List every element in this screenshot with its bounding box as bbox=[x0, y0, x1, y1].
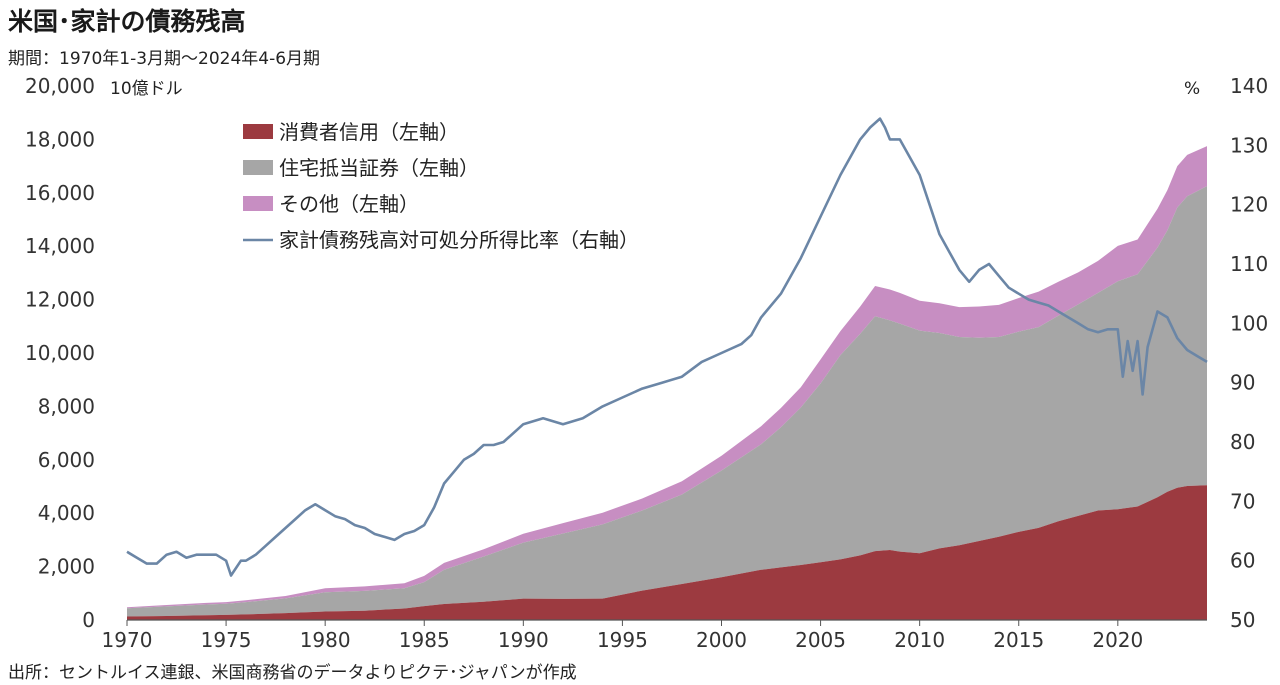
consumer-area bbox=[127, 485, 1207, 620]
x-tick-label: 1990 bbox=[498, 628, 549, 652]
y-right-tick-label: 120 bbox=[1230, 193, 1268, 217]
consumer-legend-swatch bbox=[243, 124, 273, 139]
chart-title: 米国･家計の債務残高 bbox=[8, 7, 246, 36]
x-tick-label: 1995 bbox=[597, 628, 648, 652]
mortgage-legend-swatch bbox=[243, 160, 273, 175]
y-right-tick-label: 90 bbox=[1230, 371, 1255, 395]
y-left-tick-label: 0 bbox=[82, 608, 95, 632]
other-legend-label: その他（左軸） bbox=[279, 192, 419, 216]
x-tick-label: 2020 bbox=[1092, 628, 1143, 652]
y-right-tick-label: 110 bbox=[1230, 252, 1268, 276]
consumer-legend-label: 消費者信用（左軸） bbox=[279, 120, 459, 144]
x-tick-label: 1985 bbox=[399, 628, 450, 652]
y-left-tick-label: 20,000 bbox=[25, 74, 95, 98]
legend: 消費者信用（左軸） 住宅抵当証券（左軸） その他（左軸） 家計債務残高対可処分所得比率… bbox=[243, 120, 639, 252]
x-tick-label: 2015 bbox=[993, 628, 1044, 652]
y-right-tick-label: 140 bbox=[1230, 74, 1268, 98]
left-axis-unit: 10億ドル bbox=[110, 79, 183, 99]
ratio-layer bbox=[126, 117, 1208, 577]
y-left-tick-label: 16,000 bbox=[25, 181, 95, 205]
y-right-tick-label: 50 bbox=[1230, 608, 1255, 632]
y-right-tick-label: 70 bbox=[1230, 489, 1255, 513]
x-tick-label: 2000 bbox=[696, 628, 747, 652]
y-right-tick-label: 100 bbox=[1230, 311, 1268, 335]
ratio-line bbox=[126, 117, 1208, 577]
x-tick-label: 1970 bbox=[102, 628, 153, 652]
y-left-tick-label: 14,000 bbox=[25, 234, 95, 258]
chart-period: 期間：1970年1-3月期～2024年4-6月期 bbox=[8, 49, 321, 69]
axes: 0 2,000 4,000 6,000 8,000 10,000 12,000 14,000 1… bbox=[25, 74, 1268, 652]
y-left-tick-label: 18,000 bbox=[25, 127, 95, 151]
y-left-tick-label: 2,000 bbox=[38, 555, 95, 579]
mortgage-area bbox=[127, 186, 1207, 617]
x-tick-label: 2005 bbox=[795, 628, 846, 652]
area-layers bbox=[127, 146, 1207, 620]
other-legend-swatch bbox=[243, 196, 273, 211]
y-right-tick-label: 80 bbox=[1230, 430, 1255, 454]
y-left-tick-label: 4,000 bbox=[38, 501, 95, 525]
x-tick-label: 1980 bbox=[300, 628, 351, 652]
ratio-legend-label: 家計債務残高対可処分所得比率（右軸） bbox=[279, 228, 639, 252]
x-tick-label: 2010 bbox=[894, 628, 945, 652]
mortgage-legend-label: 住宅抵当証券（左軸） bbox=[279, 156, 479, 180]
y-right-tick-label: 60 bbox=[1230, 549, 1255, 573]
x-tick-label: 1975 bbox=[201, 628, 252, 652]
right-axis-unit: % bbox=[1184, 79, 1200, 99]
y-left-tick-label: 6,000 bbox=[38, 448, 95, 472]
source-note: 出所：セントルイス連銀、米国商務省のデータよりピクテ･ジャパンが作成 bbox=[8, 663, 577, 683]
y-left-tick-label: 8,000 bbox=[38, 394, 95, 418]
y-left-tick-label: 12,000 bbox=[25, 288, 95, 312]
y-right-tick-label: 130 bbox=[1230, 133, 1268, 157]
y-left-tick-label: 10,000 bbox=[25, 341, 95, 365]
